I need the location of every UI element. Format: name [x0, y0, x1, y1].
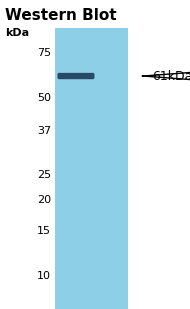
Text: 75: 75 [37, 48, 51, 58]
Text: 20: 20 [37, 195, 51, 205]
Text: 15: 15 [37, 226, 51, 236]
Text: 25: 25 [37, 170, 51, 180]
Bar [55, 28, 128, 309]
Text: 61kDa: 61kDa [152, 70, 190, 83]
Text: 10: 10 [37, 271, 51, 281]
Text: Western Blot: Western Blot [5, 8, 117, 23]
Text: 50: 50 [37, 93, 51, 103]
Text: kDa: kDa [5, 28, 29, 38]
Text: 37: 37 [37, 126, 51, 136]
FancyBboxPatch shape [58, 73, 94, 79]
